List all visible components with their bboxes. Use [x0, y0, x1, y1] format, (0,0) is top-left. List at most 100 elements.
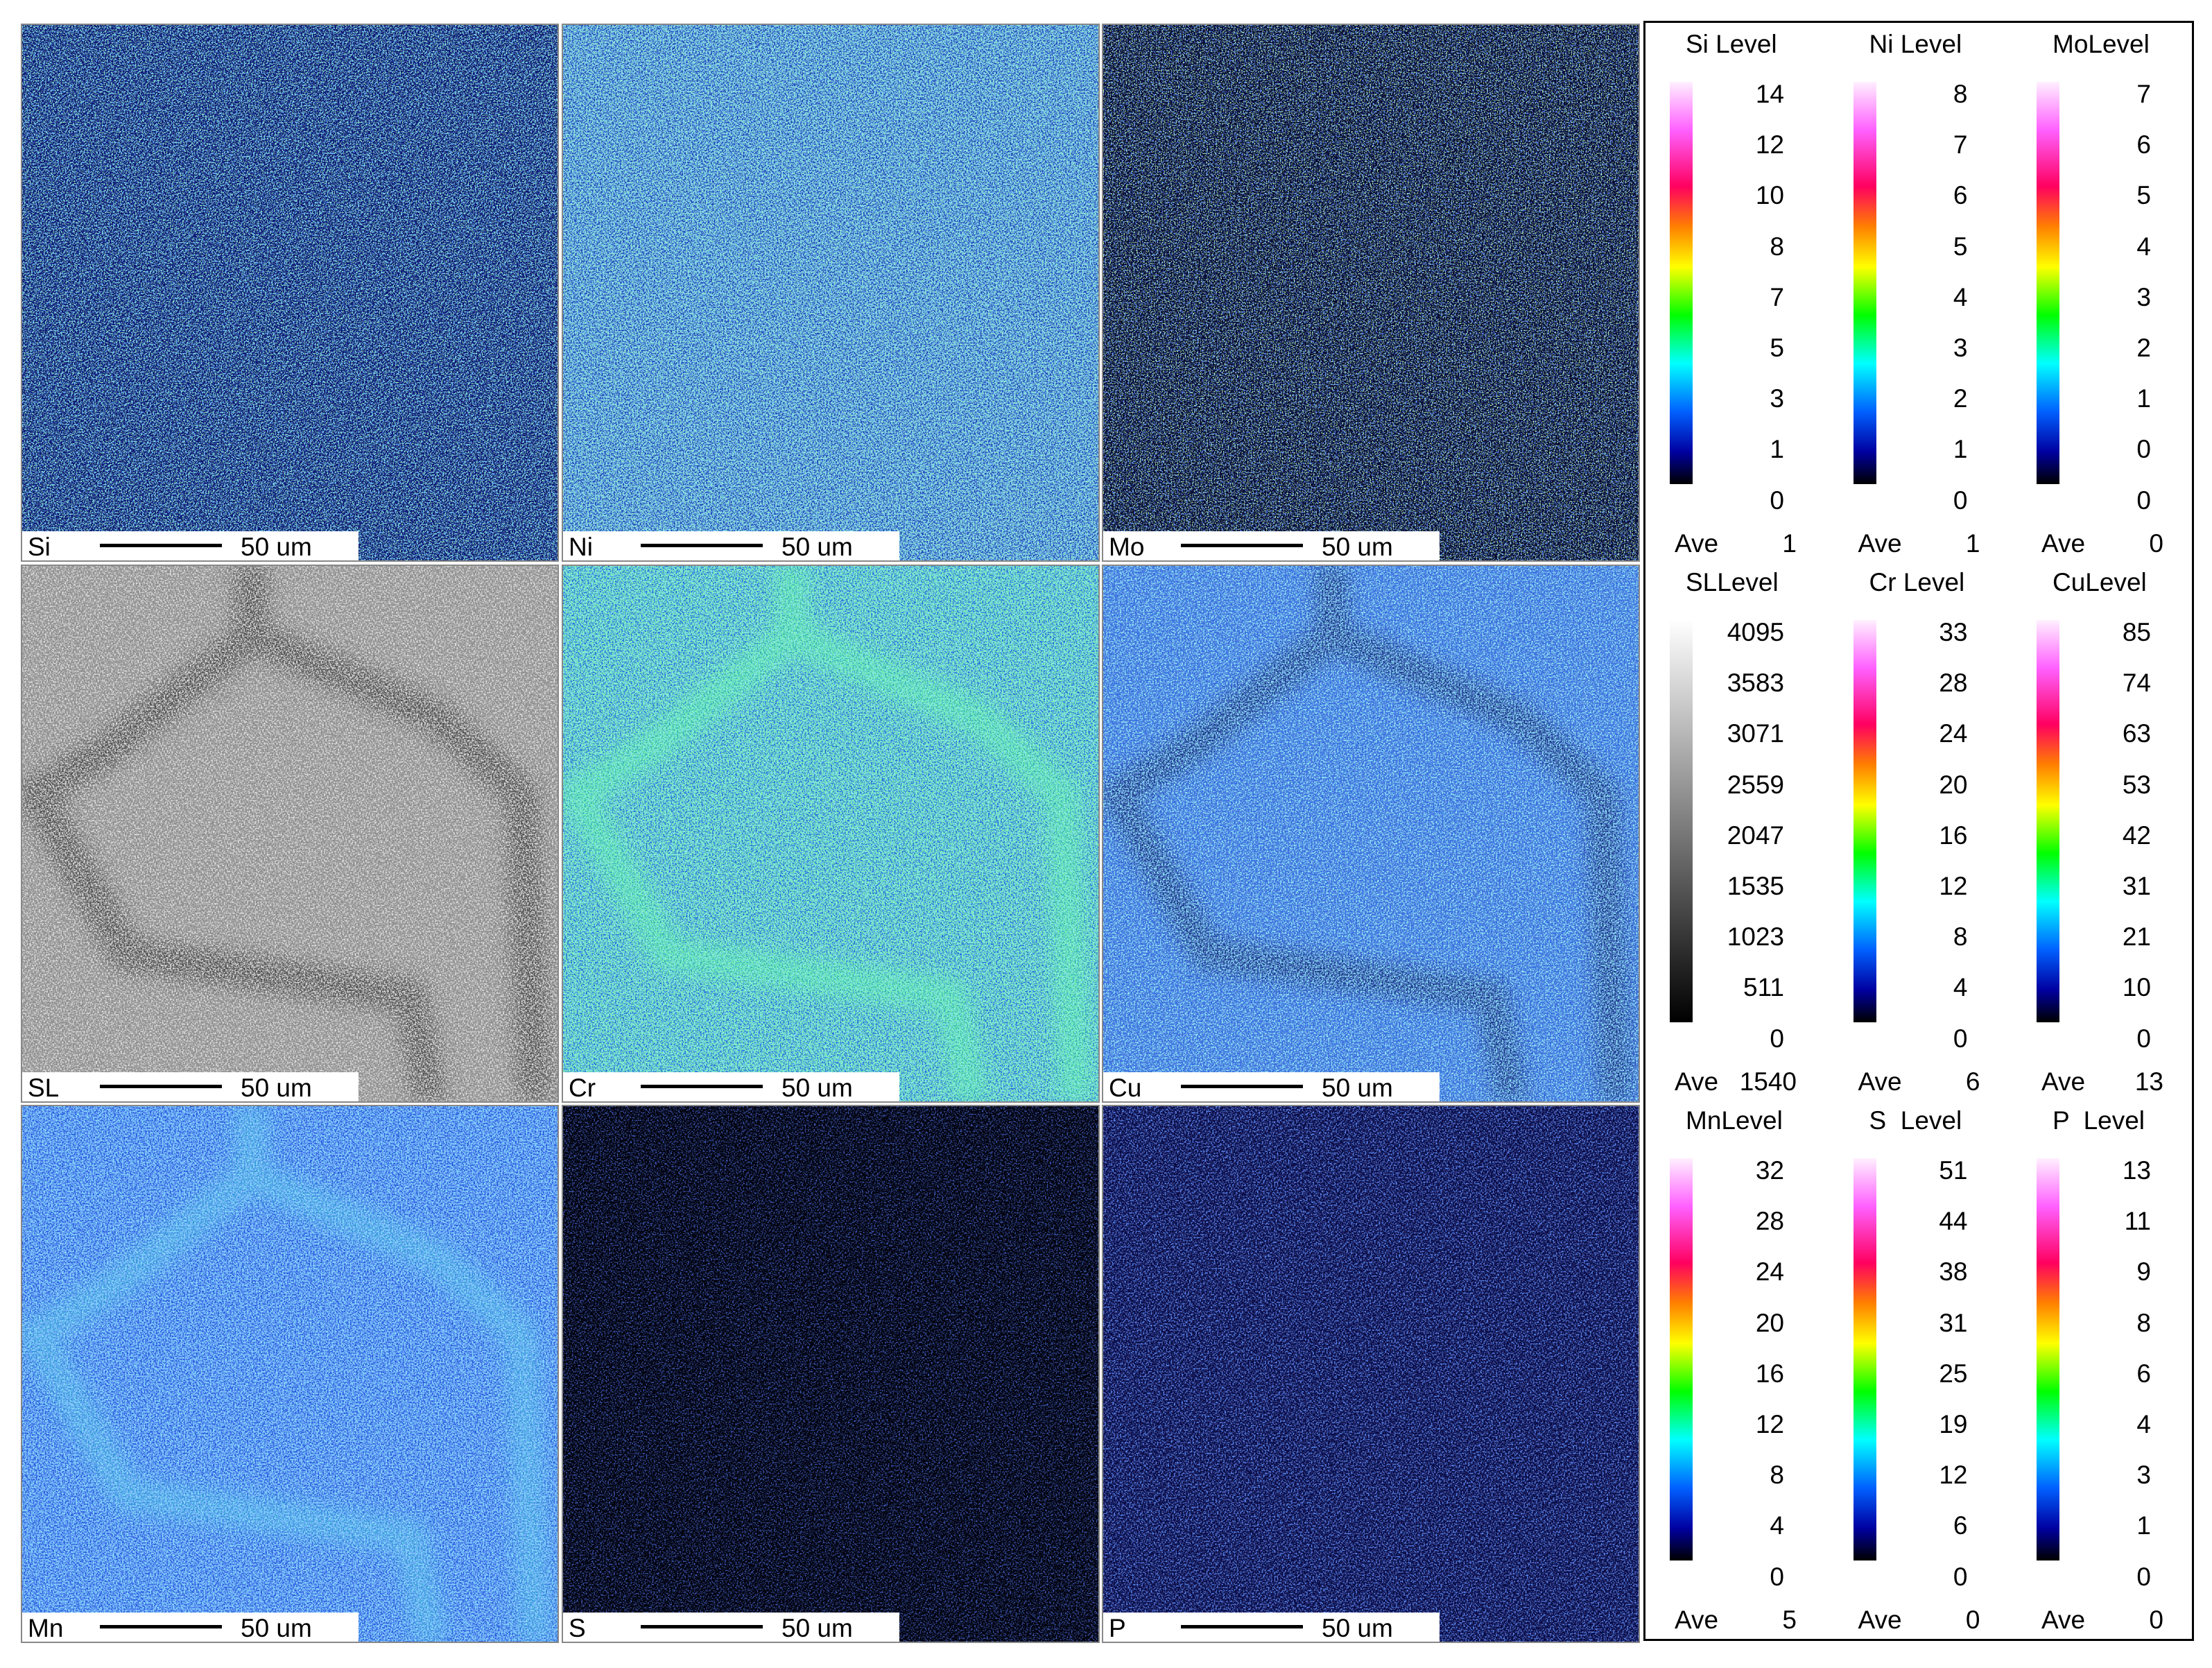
- ave-label: Ave: [1858, 1606, 1902, 1634]
- level-label: 4: [2136, 1410, 2151, 1438]
- label-strip: S 50 um: [563, 1613, 899, 1642]
- level-label: 7: [1953, 130, 1968, 160]
- speckle: [22, 1106, 558, 1642]
- element-label: Mo: [1109, 533, 1145, 561]
- ave-value: 6: [1965, 1067, 1980, 1096]
- label-strip: SL 50 um: [22, 1072, 358, 1101]
- scale-label: 50 um: [241, 533, 312, 561]
- legend-title: Si Level: [1686, 30, 1777, 58]
- level-label: 51: [1939, 1156, 1968, 1185]
- level-label: 511: [1743, 973, 1784, 1002]
- level-label: 2: [2136, 334, 2151, 362]
- level-label: 1: [2136, 1511, 2151, 1540]
- level-label: 6: [2136, 130, 2151, 160]
- level-label: 0: [1953, 1024, 1968, 1053]
- level-label: 10: [2122, 973, 2151, 1002]
- level-label: 8: [1953, 80, 1968, 108]
- level-label: 19: [1939, 1410, 1968, 1438]
- level-label: 7: [2136, 80, 2151, 108]
- level-label: 3: [2136, 1461, 2151, 1490]
- scale-bar: [641, 544, 763, 547]
- map-panel: S 50 um: [562, 1105, 1100, 1643]
- map-panel: Mn 50 um: [21, 1105, 559, 1643]
- level-label: 28: [1755, 1207, 1784, 1236]
- speckle: [1103, 566, 1639, 1101]
- map-image: [563, 1106, 1098, 1642]
- element-label: Cu: [1109, 1074, 1142, 1102]
- map-image: [1103, 566, 1639, 1101]
- color-bar: [2037, 620, 2059, 1022]
- legend-title: MoLevel: [2053, 30, 2150, 58]
- map-panel: Mo 50 um: [1102, 24, 1640, 562]
- ave-label: Ave: [1858, 529, 1902, 558]
- level-label: 4: [1953, 973, 1968, 1002]
- level-label: 25: [1939, 1359, 1968, 1388]
- level-label: 53: [2122, 770, 2151, 799]
- level-label: 6: [1953, 1511, 1968, 1540]
- speckle: [563, 566, 1098, 1101]
- scale-label: 50 um: [781, 533, 853, 561]
- ave-value: 0: [1965, 1606, 1980, 1634]
- legend-title: S Level: [1869, 1106, 1962, 1135]
- ave-value: 0: [2149, 529, 2163, 558]
- level-label: 8: [1953, 922, 1968, 952]
- map-panel: Ni 50 um: [562, 24, 1100, 562]
- ave-value: 0: [2149, 1606, 2163, 1634]
- level-label: 3: [1953, 334, 1968, 362]
- level-label: 14: [1755, 80, 1784, 108]
- scale-bar: [100, 1625, 222, 1628]
- element-label: Si: [28, 533, 51, 561]
- ave-label: Ave: [2041, 1606, 2086, 1634]
- level-label: 85: [2122, 618, 2151, 646]
- color-bar: [1670, 1158, 1693, 1560]
- legend-title: Cr Level: [1869, 568, 1965, 596]
- level-label: 2047: [1727, 820, 1784, 850]
- level-label: 21: [2122, 922, 2151, 952]
- level-label: 2559: [1727, 770, 1784, 799]
- level-label: 5: [1770, 334, 1784, 362]
- scale-bar: [1181, 1625, 1303, 1628]
- ave-label: Ave: [1858, 1067, 1902, 1096]
- legend-title: CuLevel: [2053, 568, 2147, 596]
- map-image: [1103, 25, 1639, 560]
- level-label: 1: [1770, 435, 1784, 464]
- level-label: 7: [1770, 282, 1784, 311]
- level-label: 2: [1953, 384, 1968, 413]
- map-image: [22, 1106, 558, 1642]
- level-label: 9: [2136, 1257, 2151, 1287]
- map-image: [1103, 1106, 1639, 1642]
- speckle: [22, 566, 558, 1101]
- level-label: 0: [2136, 1024, 2151, 1053]
- level-label: 38: [1939, 1257, 1968, 1287]
- level-label: 42: [2122, 820, 2151, 850]
- scale-bar: [1181, 544, 1303, 547]
- scale-label: 50 um: [781, 1074, 853, 1102]
- scale-bar: [1181, 1085, 1303, 1088]
- level-label: 28: [1939, 669, 1968, 698]
- scale-label: 50 um: [1322, 1614, 1393, 1642]
- level-label: 74: [2122, 669, 2151, 698]
- level-label: 0: [2136, 435, 2151, 464]
- level-label: 6: [2136, 1359, 2151, 1388]
- level-label: 10: [1755, 181, 1784, 210]
- legend-box: Si Level 14 12 10 8 7 5 3 1 0 Ave 1 Ni Level 8 7 6 5 4 3 2 1…: [1643, 21, 2194, 1641]
- level-label: 44: [1939, 1207, 1968, 1236]
- level-label: 33: [1939, 618, 1968, 646]
- level-label: 1: [2136, 384, 2151, 413]
- level-label: 4: [1953, 282, 1968, 311]
- ave-label: Ave: [2041, 529, 2086, 558]
- color-bar: [1853, 1158, 1876, 1560]
- label-strip: Cr 50 um: [563, 1072, 899, 1101]
- legend-title: SLLevel: [1686, 568, 1779, 596]
- level-label: 16: [1755, 1359, 1784, 1388]
- map-image: [563, 25, 1098, 560]
- ave-label: Ave: [2041, 1067, 2086, 1096]
- legend-title: MnLevel: [1686, 1106, 1783, 1135]
- ave-value: 1: [1782, 529, 1797, 558]
- level-label: 0: [1770, 485, 1784, 515]
- ave-label: Ave: [1675, 1606, 1719, 1634]
- level-label: 31: [1939, 1308, 1968, 1337]
- color-bar: [1853, 620, 1876, 1022]
- speckle: [1103, 1106, 1639, 1642]
